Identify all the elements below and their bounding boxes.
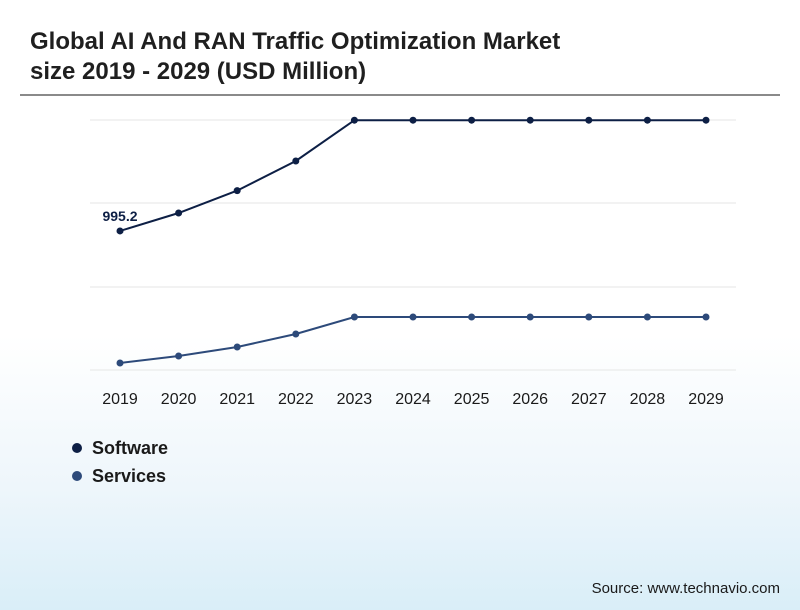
data-point-services [585, 313, 593, 321]
data-point-services [702, 313, 710, 321]
data-point-software [116, 227, 124, 235]
x-tick-label: 2029 [688, 391, 724, 408]
legend-dot-software [72, 443, 82, 453]
legend: Software Services [72, 434, 168, 490]
legend-label-services: Services [92, 465, 167, 486]
data-point-services [526, 313, 534, 321]
data-point-services [468, 313, 476, 321]
legend-label-software: Software [92, 437, 169, 458]
x-axis-ticks: 2019 2020 2021 2022 2023 2024 2025 2026 2027 2028… [102, 391, 724, 408]
data-point-software [643, 116, 651, 124]
gridlines [90, 119, 736, 371]
data-label: 995.2 [102, 208, 137, 224]
data-point-services [116, 359, 124, 367]
series-layer [116, 116, 710, 367]
data-point-software [409, 116, 417, 124]
data-point-services [175, 352, 183, 360]
x-tick-label: 2024 [395, 391, 431, 408]
data-point-services [233, 343, 241, 351]
data-label-layer: 995.2 [101, 206, 139, 225]
x-tick-label: 2027 [571, 391, 607, 408]
series-services [116, 313, 710, 367]
data-point-software [468, 116, 476, 124]
x-tick-label: 2021 [219, 391, 255, 408]
data-point-services [350, 313, 358, 321]
data-point-software [526, 116, 534, 124]
x-tick-label: 2025 [454, 391, 490, 408]
data-point-software [233, 187, 241, 195]
legend-item-services: Services [72, 462, 168, 490]
series-line-software [119, 119, 706, 232]
x-tick-label: 2023 [337, 391, 373, 408]
x-tick-label: 2022 [278, 391, 314, 408]
legend-item-software: Software [72, 434, 168, 462]
data-point-software [350, 116, 358, 124]
data-point-services [409, 313, 417, 321]
x-tick-label: 2020 [161, 391, 197, 408]
x-tick-label: 2026 [512, 391, 548, 408]
x-tick-label: 2028 [630, 391, 666, 408]
legend-dot-services [72, 471, 82, 481]
title-divider [20, 94, 780, 96]
x-tick-label: 2019 [102, 391, 138, 408]
series-software [116, 116, 710, 235]
data-point-services [643, 313, 651, 321]
chart-title-line-1: Global AI And RAN Traffic Optimization M… [30, 28, 561, 55]
data-point-software [175, 209, 183, 217]
data-point-software [585, 116, 593, 124]
chart-title-line-2: size 2019 - 2029 (USD Million) [30, 58, 367, 85]
series-line-services [119, 316, 706, 364]
data-point-services [292, 330, 300, 338]
source-credit: Source: www.technavio.com [591, 580, 780, 597]
chart-title: Global AI And RAN Traffic Optimization M… [30, 27, 750, 87]
data-point-software [292, 157, 300, 165]
data-point-software [702, 116, 710, 124]
